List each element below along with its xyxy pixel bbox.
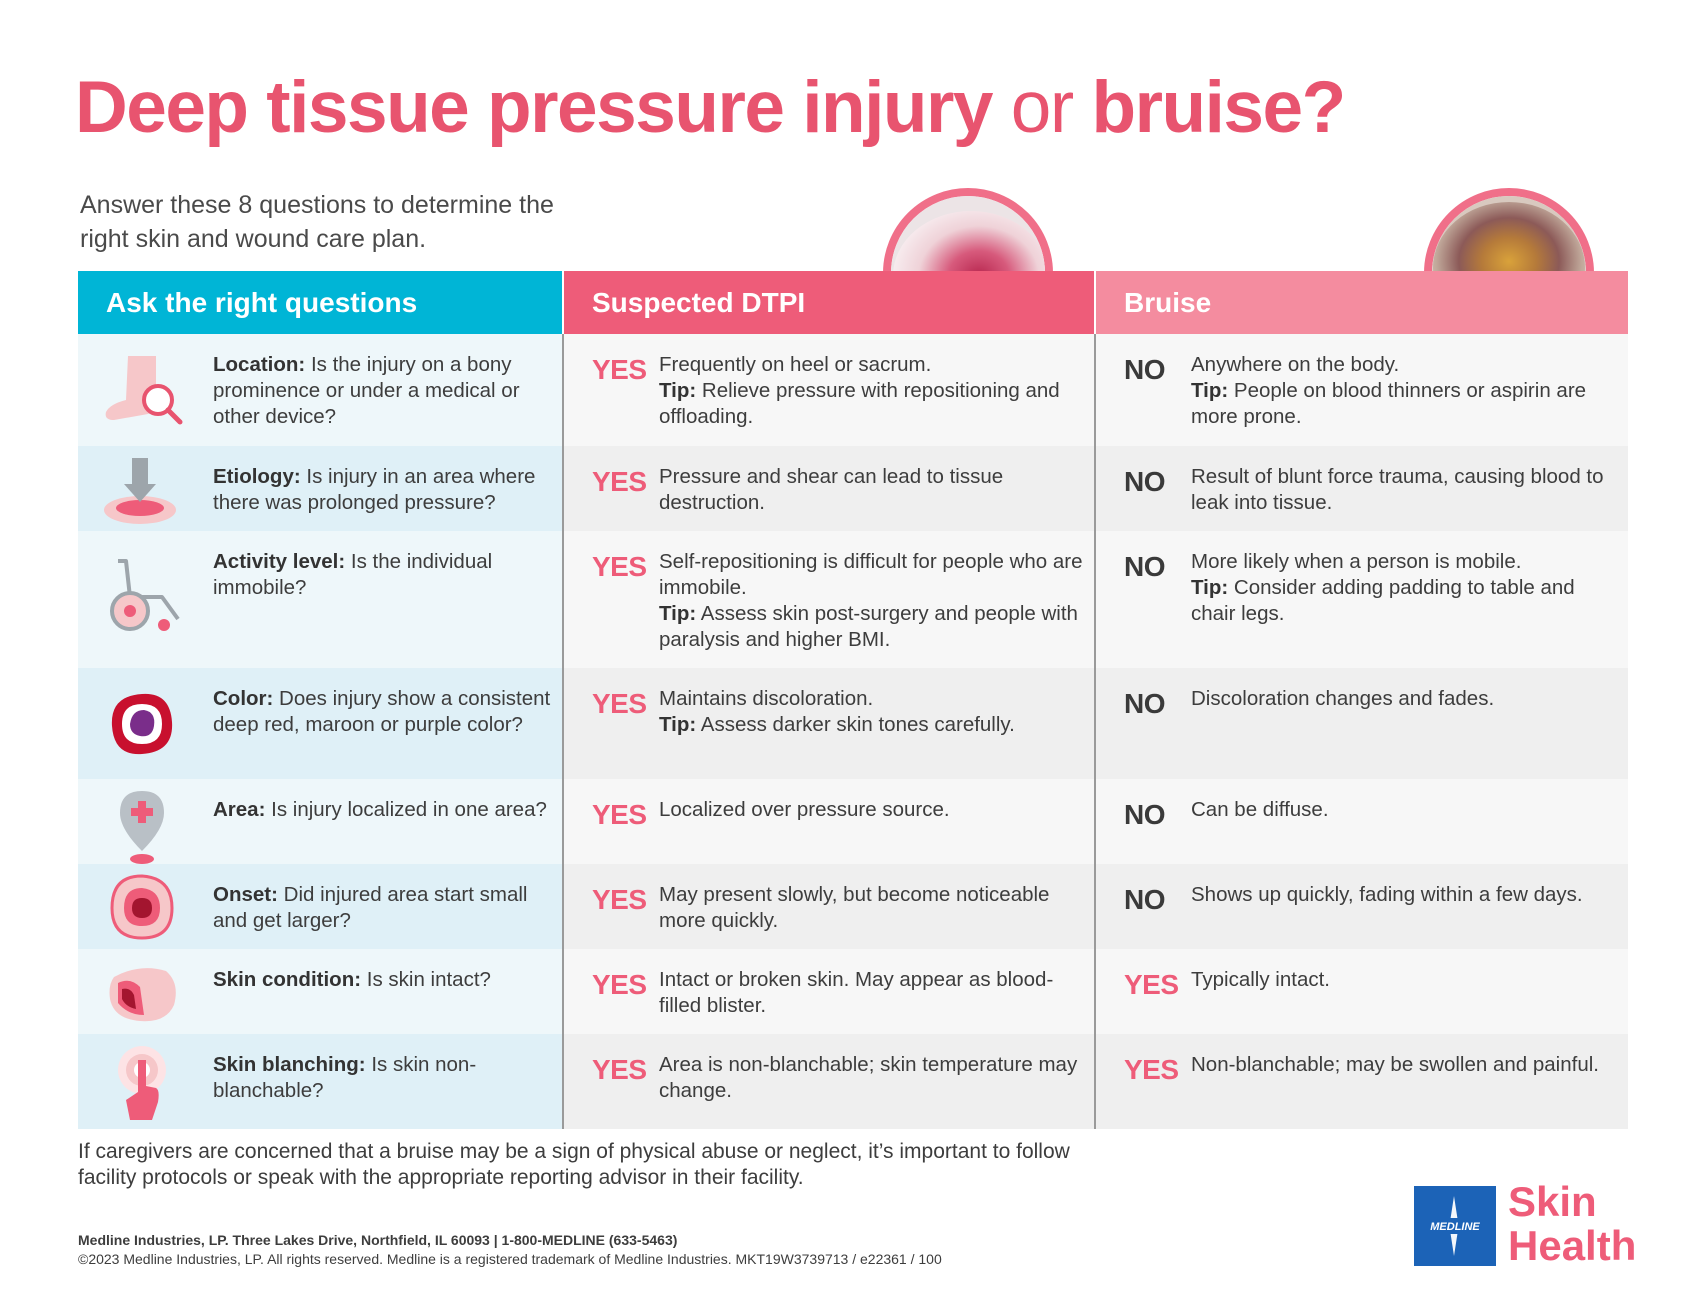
dtpi-text: Self-repositioning is difficult for peop… [659, 550, 1083, 651]
header-questions: Ask the right questions [78, 271, 562, 334]
dtpi-text: Maintains discoloration. Tip: Assess dark… [659, 687, 1015, 736]
question-text: Location: Is the injury on a bony promin… [213, 353, 520, 428]
bruise-answer: NO [1124, 688, 1166, 719]
dtpi-text: Frequently on heel or sacrum. Tip: Reliev… [659, 353, 1060, 428]
bruise-answer: YES [1124, 969, 1179, 1000]
question-text: Activity level: Is the individual immobi… [213, 550, 493, 599]
bruise-cell: NO Discoloration changes and fades. [1096, 668, 1628, 779]
table-row: Skin blanching: Is skin non-blanchable? … [78, 1034, 1628, 1129]
dtpi-answer: YES [592, 354, 647, 385]
skin-layer-icon [100, 953, 186, 1039]
bruise-cell: YES Non-blanchable; may be swollen and p… [1096, 1034, 1628, 1129]
dtpi-cell: YES Area is non-blanchable; skin tempera… [564, 1034, 1094, 1129]
dtpi-cell: YES Intact or broken skin. May appear as… [564, 949, 1094, 1034]
table-row: Etiology: Is injury in an area where the… [78, 446, 1628, 531]
question-cell: Location: Is the injury on a bony promin… [78, 334, 562, 446]
question-text: Skin condition: Is skin intact? [213, 968, 491, 991]
column-divider [562, 334, 564, 1129]
dtpi-answer: YES [592, 466, 647, 497]
logo-brand: MEDLINE [1430, 1221, 1480, 1233]
question-text: Onset: Did injured area start small and … [213, 883, 528, 932]
dtpi-cell: YES Maintains discoloration. Tip: Assess … [564, 668, 1094, 779]
wheelchair-icon [100, 553, 186, 639]
question-cell: Area: Is injury localized in one area? [78, 779, 562, 864]
question-text: Color: Does injury show a consistent dee… [213, 687, 551, 736]
question-text: Area: Is injury localized in one area? [213, 798, 547, 821]
finger-press-icon [100, 1040, 186, 1126]
dtpi-answer: YES [592, 969, 647, 1000]
dtpi-cell: YES Frequently on heel or sacrum. Tip: Re… [564, 334, 1094, 446]
copyright: ©2023 Medline Industries, LP. All rights… [78, 1251, 942, 1267]
dtpi-text: Pressure and shear can lead to tissue de… [659, 465, 1004, 514]
bruise-text: Discoloration changes and fades. [1191, 687, 1495, 710]
dtpi-text: Localized over pressure source. [659, 798, 950, 821]
bruise-cell: NO More likely when a person is mobile. T… [1096, 531, 1628, 668]
dtpi-text: Intact or broken skin. May appear as blo… [659, 968, 1054, 1017]
dtpi-answer: YES [592, 1054, 647, 1085]
bruise-cell: NO Result of blunt force trauma, causing… [1096, 446, 1628, 531]
bruise-answer: NO [1124, 354, 1166, 385]
title-or: or [1010, 67, 1074, 148]
table-row: Activity level: Is the individual immobi… [78, 531, 1628, 668]
question-cell: Skin condition: Is skin intact? [78, 949, 562, 1034]
dtpi-text: May present slowly, but become noticeabl… [659, 883, 1050, 932]
table-row: Area: Is injury localized in one area? Y… [78, 779, 1628, 864]
dtpi-answer: YES [592, 884, 647, 915]
dtpi-answer: YES [592, 799, 647, 830]
bruise-text: Result of blunt force trauma, causing bl… [1191, 465, 1604, 514]
dtpi-cell: YES Localized over pressure source. [564, 779, 1094, 864]
bruise-text: Can be diffuse. [1191, 798, 1329, 821]
bruise-text: Anywhere on the body. Tip: People on bloo… [1191, 353, 1587, 428]
table-row: Onset: Did injured area start small and … [78, 864, 1628, 949]
question-cell: Onset: Did injured area start small and … [78, 864, 562, 949]
bruise-text: More likely when a person is mobile. Tip:… [1191, 550, 1575, 625]
question-text: Etiology: Is injury in an area where the… [213, 465, 536, 514]
column-divider [1094, 334, 1096, 1129]
color-wound-icon [100, 682, 186, 768]
bruise-cell: NO Shows up quickly, fading within a few… [1096, 864, 1628, 949]
footnote: If caregivers are concerned that a bruis… [78, 1140, 1070, 1189]
dtpi-cell: YES Self-repositioning is difficult for … [564, 531, 1094, 668]
dtpi-cell: YES Pressure and shear can lead to tissu… [564, 446, 1094, 531]
title-part1: Deep tissue pressure injury [75, 67, 993, 148]
dtpi-text: Area is non-blanchable; skin temperature… [659, 1053, 1078, 1102]
question-text: Skin blanching: Is skin non-blanchable? [213, 1053, 477, 1102]
table-row: Color: Does injury show a consistent dee… [78, 668, 1628, 779]
question-cell: Activity level: Is the individual immobi… [78, 531, 562, 668]
table-row: Location: Is the injury on a bony promin… [78, 334, 1628, 446]
dtpi-answer: YES [592, 688, 647, 719]
wordmark-health: Health [1508, 1222, 1637, 1269]
bruise-text: Shows up quickly, fading within a few da… [1191, 883, 1583, 906]
bruise-answer: NO [1124, 799, 1166, 830]
wordmark-skin: Skin [1508, 1178, 1597, 1225]
bruise-answer: NO [1124, 466, 1166, 497]
foot-magnifier-icon [100, 348, 186, 434]
page-title: Deep tissue pressure injury or bruise? [75, 66, 1347, 149]
bruise-cell: NO Anywhere on the body. Tip: People on b… [1096, 334, 1628, 446]
question-cell: Etiology: Is injury in an area where the… [78, 446, 562, 531]
location-pin-icon [100, 785, 186, 871]
question-cell: Color: Does injury show a consistent dee… [78, 668, 562, 779]
bruise-text: Non-blanchable; may be swollen and painf… [1191, 1053, 1599, 1076]
bruise-text: Typically intact. [1191, 968, 1330, 991]
header-dtpi: Suspected DTPI [564, 271, 1094, 334]
header-bruise: Bruise [1096, 271, 1628, 334]
bruise-cell: YES Typically intact. [1096, 949, 1628, 1034]
table-row: Skin condition: Is skin intact? YES Inta… [78, 949, 1628, 1034]
question-cell: Skin blanching: Is skin non-blanchable? [78, 1034, 562, 1129]
dtpi-answer: YES [592, 551, 647, 582]
bruise-answer: NO [1124, 551, 1166, 582]
company-address: Medline Industries, LP. Three Lakes Driv… [78, 1232, 678, 1248]
subtitle: Answer these 8 questions to determine th… [80, 191, 554, 253]
bruise-answer: YES [1124, 1054, 1179, 1085]
onset-wound-icon [100, 868, 186, 954]
skin-health-wordmark: Skin Health [1508, 1180, 1636, 1268]
pressure-arrow-icon [100, 452, 186, 538]
title-part2: bruise? [1091, 67, 1347, 148]
dtpi-cell: YES May present slowly, but become notic… [564, 864, 1094, 949]
bruise-cell: NO Can be diffuse. [1096, 779, 1628, 864]
medline-logo: MEDLINE [1414, 1186, 1496, 1266]
bruise-answer: NO [1124, 884, 1166, 915]
